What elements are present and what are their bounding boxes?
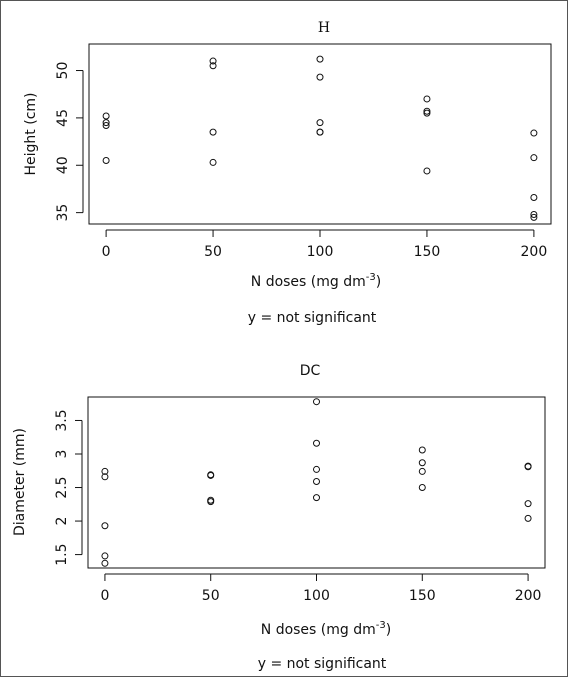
- x-tick-label: 100: [303, 588, 330, 604]
- data-point: [418, 467, 426, 475]
- data-point: [102, 112, 110, 120]
- x-axis-label-height-tail: ): [376, 274, 381, 290]
- y-tick-label: 3: [54, 450, 70, 459]
- data-point: [316, 73, 324, 81]
- data-point: [530, 154, 538, 162]
- data-point: [530, 129, 538, 137]
- data-point: [313, 439, 320, 447]
- data-point: [423, 167, 431, 175]
- y-tick-label: 50: [55, 62, 71, 80]
- data-point: [209, 158, 217, 166]
- data-point: [423, 95, 431, 103]
- data-point: [524, 514, 532, 522]
- data-point: [313, 494, 320, 502]
- x-axis-label-height-sup: -3: [366, 272, 376, 283]
- data-point: [418, 446, 426, 454]
- diameter-panel: DC 0 50 100 150 200 1.5 2 2.5 3 3.5 Diameter (mm…: [12, 363, 546, 672]
- data-point: [313, 398, 320, 406]
- y-axis-height: 35 40 45 50: [55, 62, 84, 222]
- y-tick-label: 3.5: [54, 409, 70, 431]
- data-point: [530, 213, 538, 221]
- x-axis-label-height: N doses (mg dm-3): [251, 272, 381, 290]
- data-point: [316, 119, 324, 127]
- data-point: [101, 522, 109, 530]
- y-axis-label-diameter: Diameter (mm): [12, 428, 28, 536]
- chart-title-height: H: [318, 20, 330, 36]
- chart-title-diameter: DC: [300, 363, 321, 379]
- data-point: [102, 121, 110, 129]
- x-axis-label-diameter: N doses (mg dm-3): [261, 620, 391, 638]
- plot-area-height: [88, 43, 552, 225]
- data-point: [102, 157, 110, 165]
- x-axis-diameter: 0 50 100 150 200: [100, 573, 542, 604]
- height-panel: H 0 50 100 150 200 35 40 45 50 Height (cm) N do…: [23, 20, 552, 326]
- y-tick-label: 2: [54, 517, 70, 526]
- data-point: [207, 471, 215, 479]
- x-axis-label-diameter-sup: -3: [376, 620, 386, 631]
- x-axis-label-height-main: N doses (mg dm: [251, 274, 366, 290]
- data-point: [423, 107, 431, 115]
- data-point: [524, 500, 532, 508]
- y-tick-label: 35: [55, 204, 71, 222]
- y-axis-label-height: Height (cm): [23, 93, 39, 176]
- x-tick-label: 200: [521, 244, 548, 260]
- x-tick-label: 50: [202, 588, 220, 604]
- x-axis-label-diameter-tail: ): [386, 622, 391, 638]
- note-height: y = not significant: [248, 310, 377, 326]
- data-point: [101, 473, 109, 481]
- data-point: [530, 211, 538, 219]
- x-tick-label: 0: [100, 588, 109, 604]
- x-tick-label: 0: [102, 244, 111, 260]
- points-diameter: [101, 398, 532, 567]
- data-point: [316, 55, 324, 63]
- x-tick-label: 200: [515, 588, 542, 604]
- x-axis-label-diameter-main: N doses (mg dm: [261, 622, 376, 638]
- y-tick-label: 1.5: [54, 543, 70, 565]
- data-point: [423, 109, 431, 117]
- y-tick-label: 45: [55, 109, 71, 127]
- x-tick-label: 150: [414, 244, 441, 260]
- data-point: [101, 467, 109, 475]
- data-point: [530, 193, 538, 201]
- note-diameter: y = not significant: [258, 656, 387, 672]
- x-tick-label: 50: [204, 244, 222, 260]
- data-point: [313, 465, 320, 473]
- data-point: [418, 459, 426, 467]
- data-point: [102, 119, 110, 127]
- y-axis-diameter: 1.5 2 2.5 3 3.5: [54, 409, 83, 566]
- data-point: [524, 463, 532, 471]
- points-height: [102, 55, 538, 221]
- data-point: [316, 128, 324, 136]
- data-point: [207, 498, 215, 506]
- plot-area-diameter: [87, 396, 546, 569]
- data-point: [101, 552, 109, 560]
- y-tick-label: 40: [55, 156, 71, 174]
- data-point: [101, 559, 109, 567]
- data-point: [418, 484, 426, 492]
- x-tick-label: 100: [307, 244, 334, 260]
- x-tick-label: 150: [409, 588, 436, 604]
- y-tick-label: 2.5: [54, 476, 70, 498]
- data-point: [209, 128, 217, 136]
- data-point: [209, 57, 217, 65]
- data-point: [209, 62, 217, 70]
- data-point: [313, 477, 320, 485]
- x-axis-height: 0 50 100 150 200: [102, 229, 548, 260]
